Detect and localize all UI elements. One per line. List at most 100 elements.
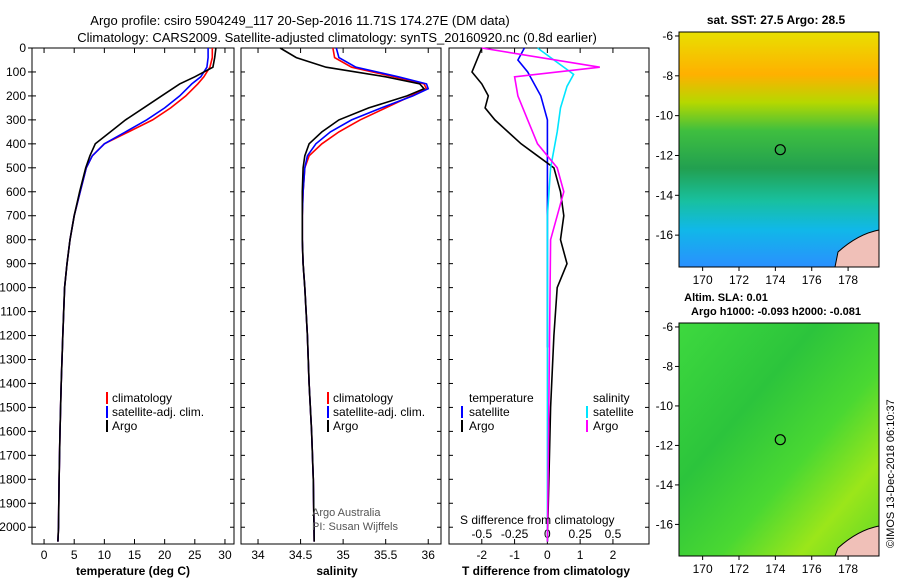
depth-tick-label: 1700 <box>0 448 26 462</box>
difference-xlabel: T difference from climatology <box>462 564 630 578</box>
map-lat-label: -12 <box>656 148 674 162</box>
depth-tick-label: 500 <box>6 161 26 175</box>
credit-line2: PI: Susan Wijffels <box>312 521 398 533</box>
depth-tick-label: 1000 <box>0 281 26 295</box>
map-lat-label: -8 <box>662 69 673 83</box>
depth-tick-label: 400 <box>6 137 26 151</box>
series-line-climatology <box>57 48 214 542</box>
s-diff-tick-label: 0.25 <box>568 527 592 541</box>
sla-map: -6 -8 -10 -12 -14 -16 170 172 174 176 178 <box>656 320 880 576</box>
series-line-argo <box>279 47 426 542</box>
sst-map: -6 -8 -10 -12 -14 -16 170 172 174 176 178 <box>656 29 880 287</box>
legend-satellite: satellite-adj. clim. <box>112 405 204 419</box>
map-lon-label: 170 <box>693 562 713 576</box>
depth-tick-label: 100 <box>6 65 26 79</box>
difference-panel <box>448 47 650 545</box>
depth-tick-label: 300 <box>6 113 26 127</box>
map-lat-label: -6 <box>662 320 673 334</box>
map-lon-label: 172 <box>729 562 749 576</box>
map-lon-label: 174 <box>765 273 785 287</box>
legend-t-argo: Argo <box>469 419 495 433</box>
x-tick-label: 20 <box>158 548 172 562</box>
legend-s-satellite: satellite <box>593 405 634 419</box>
temperature-panel <box>31 47 235 545</box>
x-tick-label: 34 <box>251 548 265 562</box>
land-patch <box>834 525 880 557</box>
depth-tick-label: 900 <box>6 257 26 271</box>
salinity-panel <box>240 47 442 545</box>
sst-title: sat. SST: 27.5 Argo: 28.5 <box>707 13 846 27</box>
legend-t-satellite: satellite <box>469 405 510 419</box>
x-tick-label: 0 <box>544 548 551 562</box>
credit-line1: Argo Australia <box>312 507 381 519</box>
s-diff-tick-label: 0.5 <box>605 527 622 541</box>
x-tick-label: 10 <box>98 548 112 562</box>
series-line-climatology <box>301 47 428 542</box>
depth-tick-label: 200 <box>6 89 26 103</box>
temperature-legend: climatology satellite-adj. clim. Argo <box>106 391 204 433</box>
map-lon-label: 178 <box>838 273 858 287</box>
depth-tick-label: 1100 <box>0 305 26 319</box>
legend-salinity-title: salinity <box>593 391 630 405</box>
map-lon-label: 170 <box>693 273 713 287</box>
series-line-temperature-satellite <box>516 47 549 348</box>
map-lon-label: 174 <box>765 562 785 576</box>
depth-axis: 0 100 200 300 400 500 600 700 800 900 1000 1100 1200… <box>0 41 32 534</box>
legend-climatology: climatology <box>333 391 393 405</box>
series-line-argo <box>57 47 217 542</box>
depth-tick-label: 1300 <box>0 352 26 366</box>
x-tick-label: 30 <box>218 548 232 562</box>
depth-tick-label: 800 <box>6 233 26 247</box>
map-lon-label: 176 <box>802 562 822 576</box>
depth-tick-label: 2000 <box>0 520 26 534</box>
x-tick-label: 35 <box>336 548 350 562</box>
sla-title1: Altim. SLA: 0.01 <box>684 292 768 304</box>
title-line2: Climatology: CARS2009. Satellite-adjuste… <box>77 30 597 45</box>
map-lat-label: -16 <box>656 517 674 531</box>
map-lat-label: -10 <box>656 399 674 413</box>
depth-tick-label: 1200 <box>0 329 26 343</box>
depth-tick-label: 1600 <box>0 424 26 438</box>
difference-legend: temperature satellite Argo salinity sate… <box>460 391 634 527</box>
legend-climatology: climatology <box>112 391 172 405</box>
x-tick-label: 34.5 <box>289 548 313 562</box>
legend-satellite: satellite-adj. clim. <box>333 405 425 419</box>
series-line-salinity-argo <box>481 47 600 542</box>
s-diff-tick-label: -0.5 <box>471 527 492 541</box>
map-lat-label: -14 <box>656 478 674 492</box>
salinity-legend: climatology satellite-adj. clim. Argo Ar… <box>312 391 425 533</box>
x-tick-label: 15 <box>128 548 142 562</box>
x-tick-label: 1 <box>577 548 584 562</box>
legend-argo: Argo <box>333 419 359 433</box>
x-tick-label: -2 <box>476 548 487 562</box>
series-line-satellite-adj-clim- <box>301 47 430 542</box>
map-lon-label: 176 <box>802 273 822 287</box>
map-lat-label: -6 <box>662 29 673 43</box>
x-tick-label: 0 <box>41 548 48 562</box>
x-tick-label: 35.5 <box>374 548 398 562</box>
legend-s-argo: Argo <box>593 419 619 433</box>
title-line1: Argo profile: csiro 5904249_117 20-Sep-2… <box>90 13 509 28</box>
map-lon-label: 172 <box>729 273 749 287</box>
depth-tick-label: 1800 <box>0 472 26 486</box>
x-tick-label: 36 <box>422 548 436 562</box>
series-line-satellite-adj-clim- <box>57 48 209 542</box>
sla-title2: Argo h1000: -0.093 h2000: -0.081 <box>691 306 861 318</box>
x-tick-label: -1 <box>509 548 520 562</box>
float-position-marker <box>774 144 786 156</box>
float-position-marker <box>774 434 786 446</box>
depth-tick-label: 600 <box>6 185 26 199</box>
map-lat-label: -8 <box>662 359 673 373</box>
x-tick-label: 5 <box>71 548 78 562</box>
imos-timestamp: ©IMOS 13-Dec-2018 06:10:37 <box>885 399 897 548</box>
depth-tick-label: 1500 <box>0 400 26 414</box>
series-line-salinity-satellite <box>537 47 575 542</box>
depth-tick-label: 700 <box>6 209 26 223</box>
sst-map-field <box>678 31 880 268</box>
map-lat-label: -10 <box>656 109 674 123</box>
legend-temperature-title: temperature <box>469 391 534 405</box>
map-lon-label: 178 <box>838 562 858 576</box>
x-tick-label: 2 <box>610 548 617 562</box>
s-difference-label: S difference from climatology <box>460 513 615 527</box>
